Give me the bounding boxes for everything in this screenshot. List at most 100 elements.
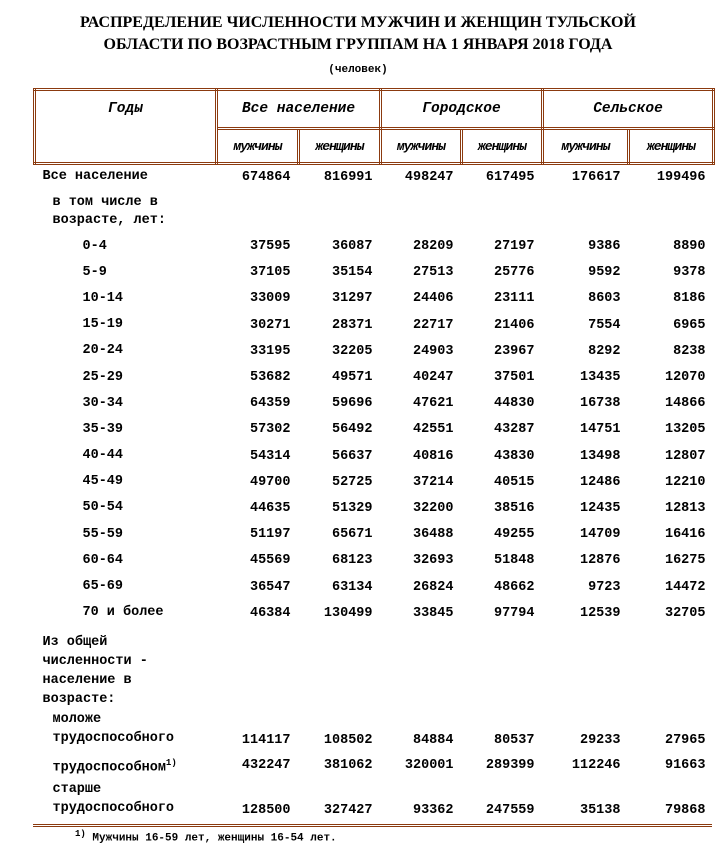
title-line: РАСПРЕДЕЛЕНИЕ ЧИСЛЕННОСТИ МУЖЧИН И ЖЕНЩИ… (80, 14, 636, 31)
value-cell: 44830 (493, 396, 535, 412)
table-row: 50-54 44635 51329 32200 38516 12435 12813 (35, 495, 714, 521)
value-cell: 23967 (493, 343, 535, 359)
value-cell: 93362 (412, 803, 454, 819)
row-label: моложе трудоспособного (35, 710, 217, 750)
value-cell: 51329 (331, 500, 373, 516)
value-cell: 12210 (664, 474, 706, 490)
value-cell: 43287 (493, 422, 535, 438)
value-cell: 43830 (493, 448, 535, 464)
value-cell: 33195 (249, 343, 291, 359)
row-label: 15-19 (82, 317, 124, 333)
value-cell: 35154 (331, 265, 373, 281)
value-cell: 27965 (664, 733, 706, 749)
value-cell: 16416 (664, 527, 706, 543)
value-cell: 49571 (331, 370, 373, 386)
table-row: моложе трудоспособного 114117 108502 84884 80… (35, 710, 714, 750)
value-cell: 51197 (249, 527, 291, 543)
value-cell: 289399 (485, 757, 535, 773)
value-cell: 14709 (579, 527, 621, 543)
value-cell: 49255 (493, 527, 535, 543)
row-label: 10-14 (82, 290, 124, 306)
value-cell: 28371 (331, 317, 373, 333)
value-cell: 79868 (664, 803, 706, 819)
value-cell: 199496 (656, 169, 706, 185)
footnote-ref: 1) (165, 757, 177, 768)
empty-cell (217, 626, 714, 710)
value-cell: 31297 (331, 291, 373, 307)
value-cell: 13205 (664, 422, 706, 438)
value-cell: 12807 (664, 448, 706, 464)
footnote-text: Мужчины 16-59 лет, женщины 16-54 лет. (85, 832, 337, 845)
value-cell: 9723 (588, 579, 621, 595)
value-cell: 6965 (673, 317, 706, 333)
label-line: трудоспособного (52, 731, 175, 747)
value-cell: 12876 (579, 553, 621, 569)
bottom-rule (33, 824, 712, 827)
unit-label: (человек) (328, 64, 388, 76)
value-cell: 12539 (579, 605, 621, 621)
row-label: Из общей численности - население в возрасте… (35, 626, 217, 710)
value-cell: 8186 (673, 291, 706, 307)
row-label: 70 и более (82, 605, 164, 621)
population-table: Годы Все население Городское Сельское му… (33, 88, 715, 820)
value-cell: 12070 (664, 370, 706, 386)
value-cell: 16275 (664, 553, 706, 569)
table-row: 40-44 54314 56637 40816 43830 13498 12807 (35, 443, 714, 469)
value-cell: 46384 (249, 605, 291, 621)
table-row: 5-9 37105 35154 27513 25776 9592 9378 (35, 260, 714, 286)
table-row: 15-19 30271 28371 22717 21406 7554 6965 (35, 312, 714, 338)
value-cell: 13498 (579, 448, 621, 464)
value-cell: 84884 (412, 733, 454, 749)
value-cell: 16738 (579, 396, 621, 412)
value-cell: 9386 (588, 239, 621, 255)
header-years: Годы (33, 88, 218, 165)
label-line: трудоспособного (52, 801, 175, 817)
label-line: возрасте: (42, 692, 116, 708)
label-line: моложе (52, 712, 102, 728)
value-cell: 51848 (493, 553, 535, 569)
value-cell: 22717 (412, 317, 454, 333)
value-cell: 38516 (493, 500, 535, 516)
document-title: РАСПРЕДЕЛЕНИЕ ЧИСЛЕННОСТИ МУЖЧИН И ЖЕНЩИ… (0, 12, 716, 56)
value-cell: 54314 (249, 448, 291, 464)
value-cell: 32693 (412, 553, 454, 569)
value-cell: 674864 (241, 169, 291, 185)
value-cell: 47621 (412, 396, 454, 412)
header-sub-men: мужчины (379, 127, 463, 165)
value-cell: 112246 (571, 757, 621, 773)
row-label: 65-69 (82, 579, 124, 595)
table-row-total: Все население 674864 816991 498247 617495 176… (35, 164, 714, 190)
value-cell: 97794 (493, 605, 535, 621)
value-cell: 9592 (588, 265, 621, 281)
value-cell: 36087 (331, 239, 373, 255)
row-label: 5-9 (82, 264, 107, 280)
value-cell: 32205 (331, 343, 373, 359)
value-cell: 21406 (493, 317, 535, 333)
value-cell: 8603 (588, 291, 621, 307)
value-cell: 56637 (331, 448, 373, 464)
value-cell: 25776 (493, 265, 535, 281)
value-cell: 29233 (579, 733, 621, 749)
header-group-urban: Городское (379, 88, 544, 130)
value-cell: 40515 (493, 474, 535, 490)
value-cell: 80537 (493, 733, 535, 749)
value-cell: 68123 (331, 553, 373, 569)
value-cell: 12486 (579, 474, 621, 490)
header-group-total: Все население (215, 88, 382, 130)
value-cell: 498247 (404, 169, 454, 185)
label-line: старше (52, 782, 102, 798)
value-cell: 32200 (412, 500, 454, 516)
value-cell: 27513 (412, 265, 454, 281)
footnote: 1) Мужчины 16-59 лет, женщины 16-54 лет. (75, 829, 337, 845)
row-label: 20-24 (82, 343, 124, 359)
value-cell: 247559 (485, 803, 535, 819)
row-label: трудоспособном1) (35, 750, 217, 780)
row-label: 50-54 (82, 500, 124, 516)
value-cell: 23111 (493, 291, 535, 307)
value-cell: 432247 (241, 757, 291, 773)
row-label: 35-39 (82, 421, 124, 437)
table-row: 30-34 64359 59696 47621 44830 16738 14866 (35, 391, 714, 417)
label-line: в том числе в (52, 194, 158, 210)
value-cell: 53682 (249, 370, 291, 386)
value-cell: 617495 (485, 169, 535, 185)
